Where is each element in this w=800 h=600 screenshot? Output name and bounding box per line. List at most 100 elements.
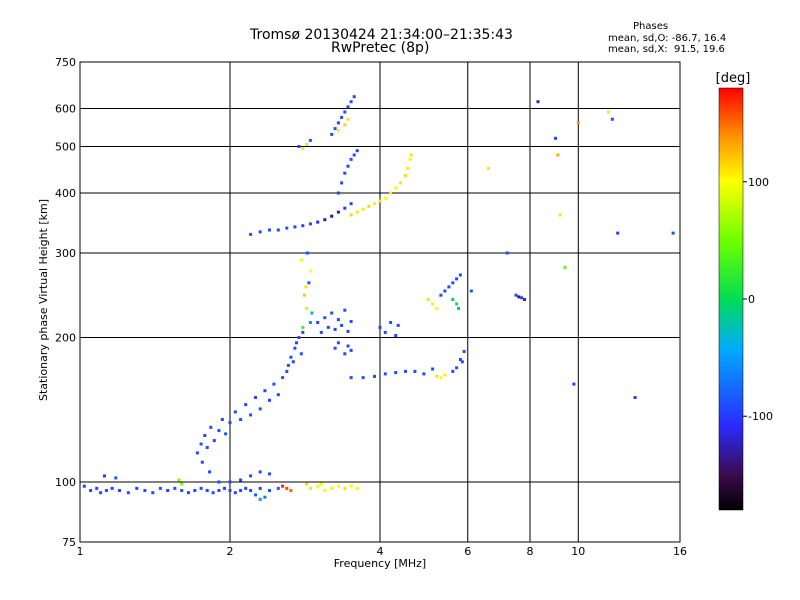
data-point [355, 210, 359, 214]
data-point [254, 493, 257, 497]
data-point [211, 491, 215, 495]
x-tick-label: 6 [464, 545, 471, 558]
y-tick-label: 100 [55, 476, 76, 489]
data-point [435, 306, 439, 310]
data-point [451, 281, 455, 285]
y-axis-label: Stationary phase Virtual Height [km] [37, 199, 50, 401]
data-point [514, 293, 518, 297]
data-point [301, 224, 305, 228]
data-point [301, 147, 305, 151]
data-point [316, 484, 320, 488]
data-point [536, 100, 540, 104]
data-point [151, 491, 155, 495]
chart-title: Tromsø 20130424 21:34:00–21:35:43 [250, 27, 513, 43]
data-point [239, 418, 243, 421]
data-point [394, 186, 398, 190]
data-point [293, 225, 297, 229]
data-point [291, 360, 295, 364]
data-point [200, 460, 204, 464]
data-point [249, 413, 253, 417]
data-point [404, 369, 407, 373]
data-point [336, 484, 340, 488]
data-point [336, 191, 340, 195]
data-point [431, 367, 435, 371]
y-tick-labels: 75 100 200 300 400 500 600 750 [55, 56, 76, 549]
data-point [143, 489, 147, 492]
data-point [263, 495, 267, 499]
x-tick-labels: 1 2 4 6 8 10 16 [77, 545, 688, 558]
data-point [103, 474, 106, 478]
data-point [413, 369, 417, 373]
data-point [308, 321, 312, 324]
data-point [99, 491, 103, 495]
data-point [281, 484, 285, 488]
data-point [323, 316, 327, 320]
data-point [447, 285, 451, 289]
data-point [272, 382, 276, 386]
data-point [302, 293, 306, 297]
data-point [258, 486, 262, 490]
data-point [343, 171, 347, 175]
data-point [554, 136, 557, 140]
data-point [486, 167, 490, 170]
data-point [346, 344, 350, 348]
data-point [110, 486, 114, 490]
data-point [340, 181, 344, 185]
data-point [193, 489, 197, 492]
data-point [373, 202, 376, 206]
data-point [572, 382, 576, 386]
data-point [293, 346, 297, 350]
data-point [285, 369, 289, 373]
data-point [135, 486, 139, 490]
data-point [349, 376, 353, 380]
data-point [340, 115, 344, 119]
data-point [224, 432, 228, 436]
data-point [297, 145, 301, 148]
data-point [301, 330, 305, 334]
x-tick-label: 1 [77, 545, 84, 558]
data-point [439, 376, 443, 380]
data-point [217, 489, 221, 492]
data-point [205, 446, 209, 449]
data-point [268, 228, 271, 232]
data-point [346, 329, 350, 333]
data-point [556, 153, 560, 157]
data-point [336, 129, 340, 132]
data-point [355, 149, 359, 153]
data-point [343, 123, 347, 127]
data-point [462, 350, 466, 353]
data-point [323, 218, 327, 222]
x-axis-label: Frequency [MHz] [334, 557, 426, 570]
phases-x-stats: mean, sd,X: 91.5, 19.6 [608, 44, 725, 55]
y-tick-label: 300 [55, 247, 76, 260]
data-point [455, 302, 459, 306]
data-point [258, 230, 262, 234]
data-point [435, 374, 439, 378]
data-point [336, 341, 340, 345]
colorbar-tick-label: 0 [748, 293, 755, 306]
data-point [208, 470, 212, 474]
data-point [346, 117, 350, 121]
data-point [268, 398, 271, 402]
data-point [558, 213, 562, 217]
data-point [173, 486, 177, 490]
data-point [330, 132, 334, 136]
data-point [118, 489, 121, 492]
colorbar-tick-label: 100 [748, 176, 769, 189]
data-point [212, 439, 216, 443]
data-point [355, 486, 359, 490]
data-point [305, 482, 309, 486]
data-point [336, 318, 340, 322]
data-point [336, 121, 340, 125]
data-point [361, 376, 365, 380]
data-point [330, 214, 334, 218]
data-point [319, 482, 323, 486]
data-point [228, 421, 232, 425]
data-point [276, 486, 280, 490]
data-point [199, 486, 203, 490]
data-point [217, 480, 221, 484]
data-point [352, 95, 356, 99]
data-point [301, 325, 305, 329]
data-point [258, 407, 262, 411]
colorbar-tick-label: -100 [748, 410, 773, 423]
